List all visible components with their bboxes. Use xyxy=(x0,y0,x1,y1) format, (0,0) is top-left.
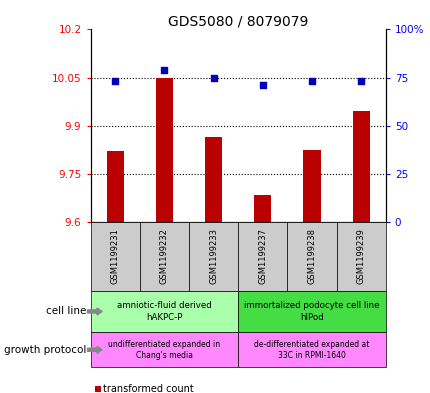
Text: amniotic-fluid derived
hAKPC-P: amniotic-fluid derived hAKPC-P xyxy=(117,301,211,321)
Text: GSM1199239: GSM1199239 xyxy=(356,228,365,285)
Bar xyxy=(204,137,221,222)
Text: de-differentiated expanded at
33C in RPMI-1640: de-differentiated expanded at 33C in RPM… xyxy=(254,340,369,360)
Text: undifferentiated expanded in
Chang's media: undifferentiated expanded in Chang's med… xyxy=(108,340,220,360)
Bar xyxy=(155,77,172,222)
Bar xyxy=(106,151,123,222)
Text: GSM1199231: GSM1199231 xyxy=(111,228,120,285)
Point xyxy=(111,78,118,84)
Text: cell line: cell line xyxy=(46,307,86,316)
Text: GSM1199232: GSM1199232 xyxy=(160,228,169,285)
Point xyxy=(209,74,216,81)
Bar xyxy=(254,195,271,222)
Text: immortalized podocyte cell line
hIPod: immortalized podocyte cell line hIPod xyxy=(244,301,379,321)
Bar xyxy=(303,150,320,222)
Point xyxy=(160,67,167,73)
Text: transformed count: transformed count xyxy=(102,384,193,393)
Bar xyxy=(352,111,369,222)
Point xyxy=(308,78,315,84)
Text: GSM1199237: GSM1199237 xyxy=(258,228,267,285)
Title: GDS5080 / 8079079: GDS5080 / 8079079 xyxy=(168,14,307,28)
Point xyxy=(259,82,266,88)
Text: growth protocol: growth protocol xyxy=(4,345,86,355)
Text: GSM1199238: GSM1199238 xyxy=(307,228,316,285)
Text: GSM1199233: GSM1199233 xyxy=(209,228,218,285)
Point xyxy=(357,78,364,84)
